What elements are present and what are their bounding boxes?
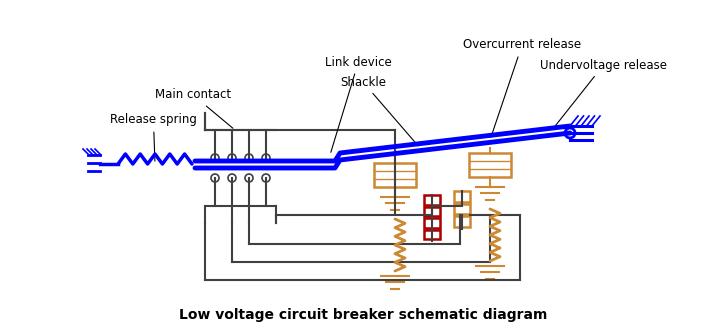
Text: Main contact: Main contact xyxy=(155,89,233,128)
Bar xyxy=(424,206,440,216)
Bar xyxy=(469,153,511,177)
Text: Overcurrent release: Overcurrent release xyxy=(463,39,581,138)
Bar xyxy=(374,163,416,187)
Text: Release spring: Release spring xyxy=(110,114,197,161)
Text: Low voltage circuit breaker schematic diagram: Low voltage circuit breaker schematic di… xyxy=(179,308,547,322)
Text: Shackle: Shackle xyxy=(340,76,418,146)
Bar xyxy=(424,229,440,239)
Text: Undervoltage release: Undervoltage release xyxy=(540,59,667,128)
Bar xyxy=(454,191,470,202)
Bar xyxy=(454,204,470,214)
Bar xyxy=(454,216,470,227)
Bar xyxy=(424,195,440,205)
Text: Link device: Link device xyxy=(325,56,392,152)
Bar xyxy=(424,218,440,228)
